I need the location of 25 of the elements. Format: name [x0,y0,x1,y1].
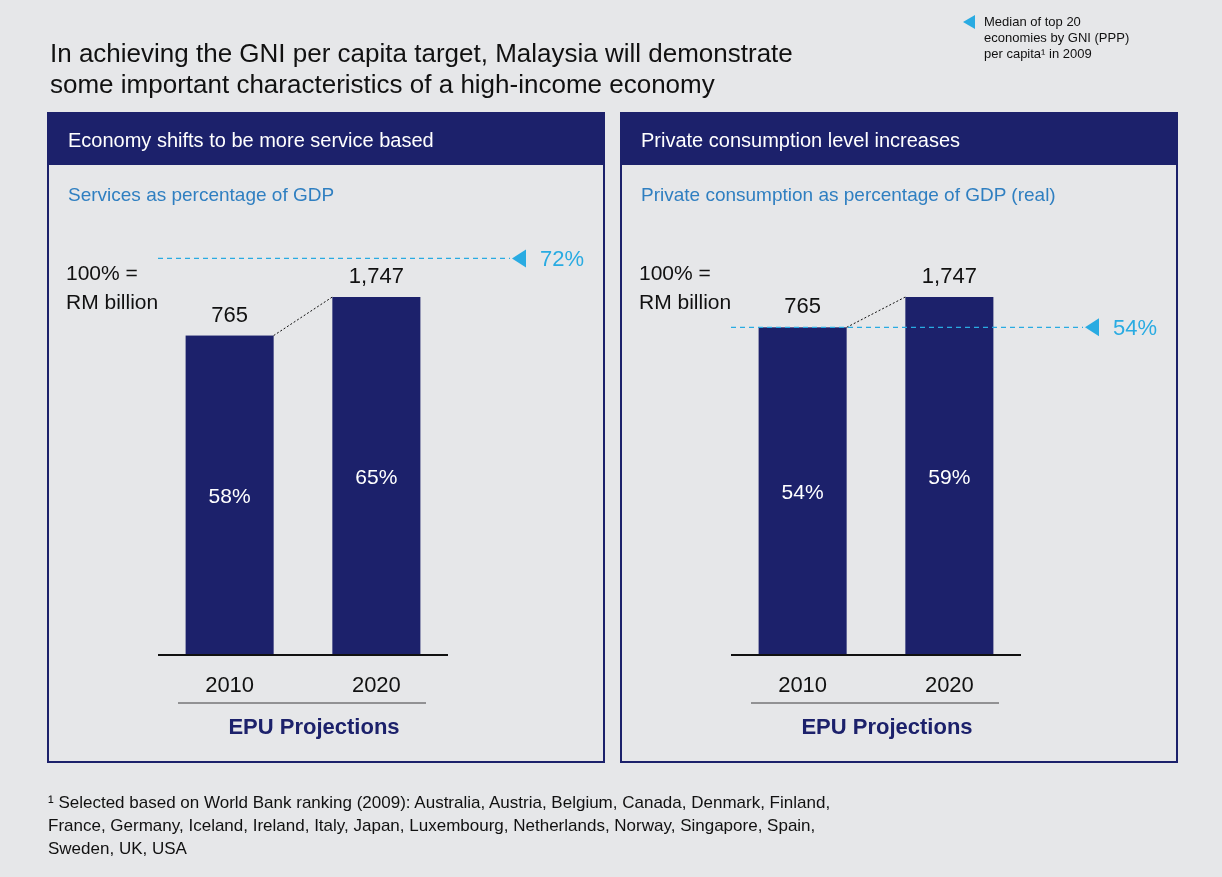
text: In achieving the GNI per capita target, Malaysia will demonstrate some important characteristics of a high-income economy [50,38,793,99]
ref-line-label: 54% [1113,315,1158,341]
x-tick-label: 2010 [778,672,828,697]
data-label: 59% [928,465,971,488]
x-tick-label: 2020 [351,672,401,697]
annotation: 1,747 [921,263,977,288]
text: Median of top 20 economies by GNI (PPP) per capita¹ in 2009 [984,14,1130,61]
chart-subtitle: Private consumption as percentage of GDP (real) [641,184,1056,205]
x-tick-label: 2020 [924,672,974,697]
annotation: 100% = RM billion [639,261,732,313]
chart-title: Economy shifts to be more service based [68,129,434,151]
text: ¹ Selected based on World Bank ranking (2009): Australia, Austria, Belgium, Canada, Denmark, Finland, France, Germany, Iceland, Ireland, Italy, Japan, Luxembourg, Netherlands, Norway, Singapore, Spain, Sweden, UK, USA [48,793,831,858]
x-axis-title: EPU Projections [228,714,400,739]
annotation: 1,747 [348,263,404,288]
x-tick-label: 2010 [205,672,255,697]
data-label: 58% [208,484,251,508]
data-label: 65% [355,465,398,488]
ref-line-label: 72% [540,246,585,272]
data-label: 54% [781,480,824,504]
chart-title: Private consumption level increases [641,129,961,151]
annotation: 100% = RM billion [66,261,159,313]
x-axis-title: EPU Projections [801,714,973,739]
annotation: 765 [211,301,248,327]
chart-subtitle: Services as percentage of GDP [68,184,335,205]
annotation: 765 [784,293,821,319]
